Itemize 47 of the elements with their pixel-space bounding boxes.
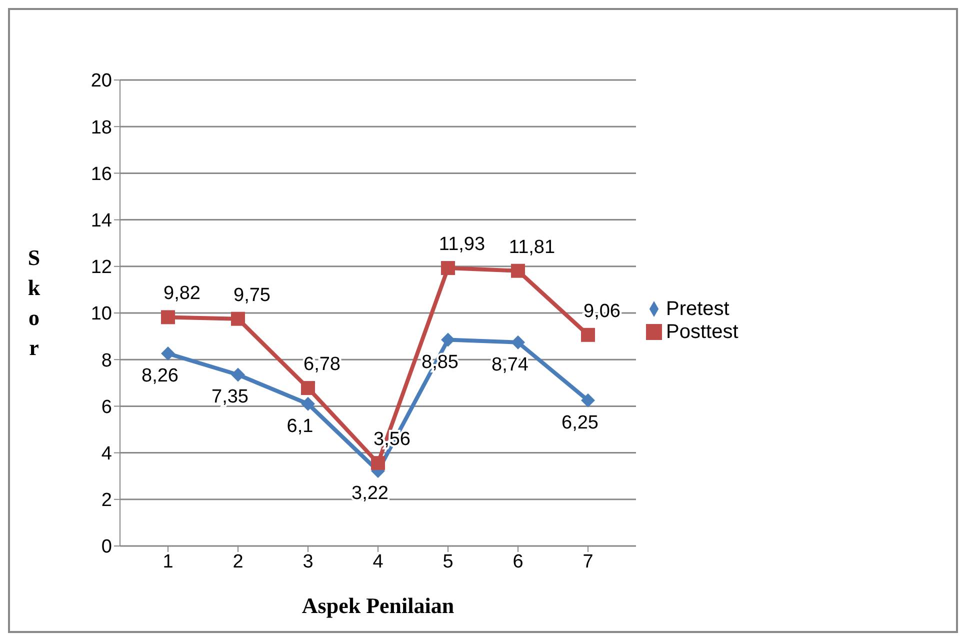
y-tick-label: 18 <box>90 117 112 138</box>
point <box>231 312 245 326</box>
x-tick-label: 2 <box>232 551 244 572</box>
y-tick-label: 12 <box>90 257 112 278</box>
point <box>161 346 175 361</box>
data-label: 9,75 <box>234 284 270 306</box>
y-tick-label: 0 <box>101 536 112 558</box>
x-tick-label: 3 <box>302 551 314 572</box>
data-label: 3,22 <box>352 482 388 504</box>
data-label: 11,81 <box>508 236 556 258</box>
point <box>301 381 315 396</box>
data-label: 8,74 <box>492 354 529 376</box>
point <box>301 396 315 411</box>
point <box>441 261 455 276</box>
point <box>511 335 525 350</box>
x-tick-label: 6 <box>512 551 524 572</box>
point <box>441 332 455 347</box>
data-label: 7,35 <box>212 386 248 408</box>
point <box>371 456 385 470</box>
x-axis-title: Aspek Penilaian <box>302 593 454 618</box>
legend-label: Posttest <box>666 320 738 342</box>
point <box>511 264 525 278</box>
y-tick-label: 20 <box>90 70 112 92</box>
x-tick-label: 7 <box>582 551 594 572</box>
point <box>581 393 595 408</box>
y-axis-title: Skor <box>28 245 41 360</box>
point <box>581 328 595 342</box>
data-label: 9,06 <box>584 300 620 322</box>
legend-label: Pretest <box>666 298 730 320</box>
x-tick-label: 5 <box>442 551 454 572</box>
data-label: 6,25 <box>562 412 598 434</box>
y-tick-label: 2 <box>101 490 112 512</box>
data-label: 11,93 <box>438 234 486 256</box>
y-tick-label: 10 <box>90 304 112 325</box>
y-tick-label: 4 <box>101 444 112 465</box>
point <box>231 368 245 382</box>
y-tick-label: 14 <box>90 210 112 232</box>
data-label: 9,82 <box>164 283 200 304</box>
y-tick-label: 8 <box>101 350 112 372</box>
data-label: 8,26 <box>142 366 178 387</box>
point <box>161 310 175 324</box>
x-tick-label: 4 <box>372 551 384 572</box>
data-label: 6,1 <box>286 416 314 437</box>
y-tick-label: 6 <box>101 396 112 418</box>
y-tick-label: 16 <box>90 164 112 185</box>
x-tick-label: 1 <box>162 551 174 572</box>
data-label: 6,78 <box>304 354 340 376</box>
